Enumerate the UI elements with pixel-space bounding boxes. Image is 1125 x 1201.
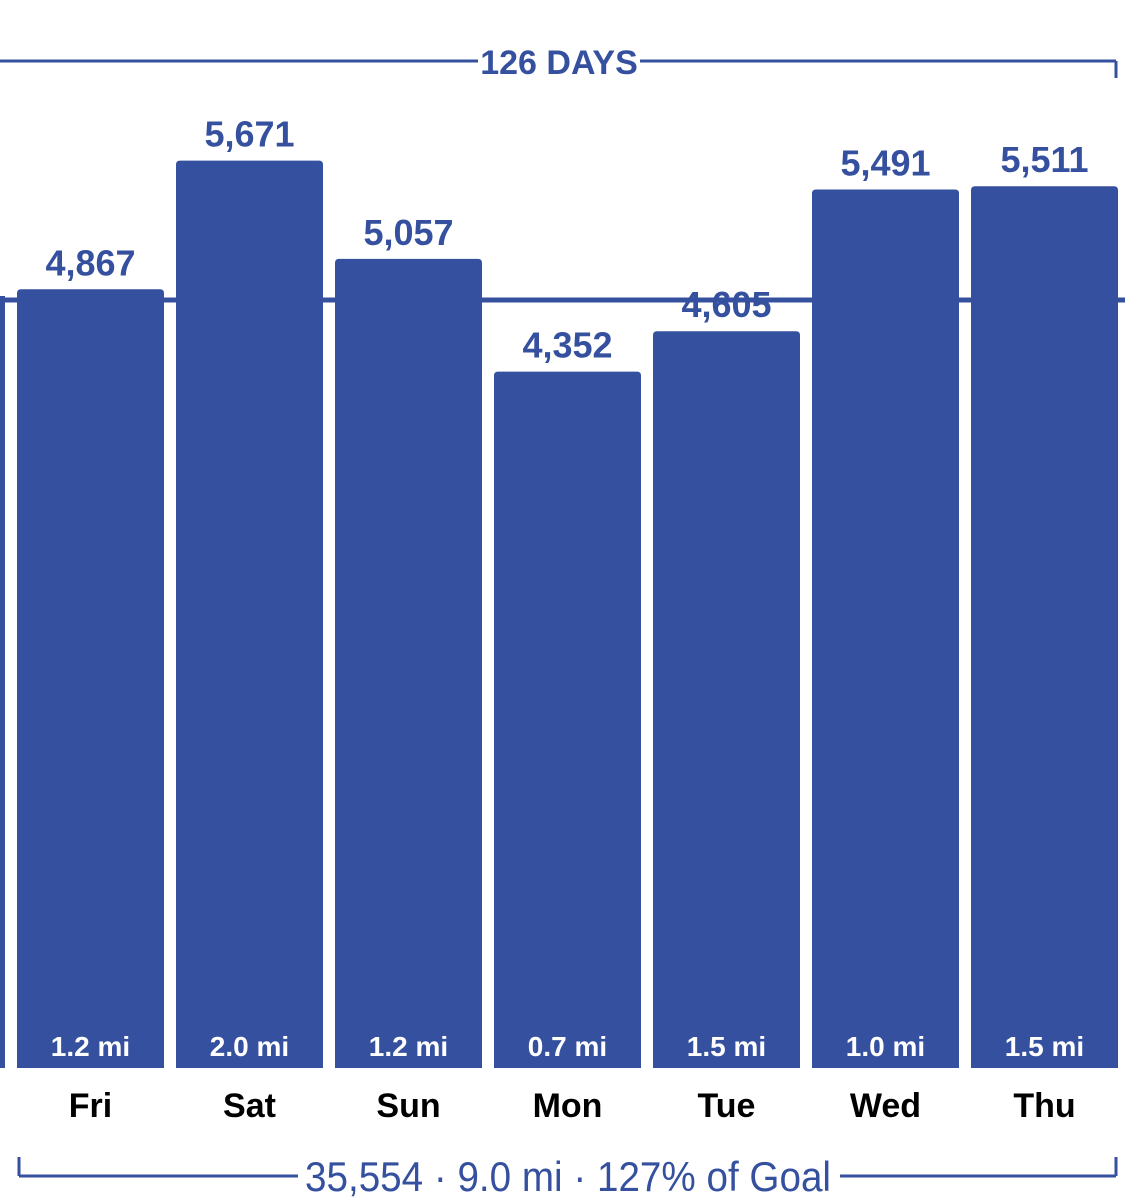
bar-sat (176, 160, 323, 1068)
bar-mon (494, 371, 641, 1068)
period-label: 126 DAYS (480, 44, 638, 82)
bar-thu (971, 186, 1118, 1069)
bars: 4,867 1.2 mi Fri 5,671 2.0 mi Sat 5,057 1.2 mi S… (17, 114, 1118, 1125)
day-label-sun: Sun (376, 1087, 440, 1125)
value-label-sun: 5,057 (363, 212, 453, 253)
period-bracket: 126 DAYS (0, 44, 1118, 82)
partial-bar (0, 296, 5, 1068)
bar-tue (653, 331, 800, 1068)
value-label-mon: 4,352 (522, 325, 612, 366)
value-label-fri: 4,867 (45, 242, 135, 283)
day-label-fri: Fri (69, 1087, 112, 1125)
distance-label-wed: 1.0 mi (846, 1031, 925, 1062)
distance-label-tue: 1.5 mi (687, 1031, 766, 1062)
distance-label-thu: 1.5 mi (1005, 1031, 1084, 1062)
day-label-tue: Tue (698, 1087, 756, 1125)
bar-fri (17, 289, 164, 1068)
summary-label: 35,554 · 9.0 mi · 127% of Goal (305, 1153, 831, 1200)
distance-label-mon: 0.7 mi (528, 1031, 607, 1062)
distance-label-sat: 2.0 mi (210, 1031, 289, 1062)
value-label-sat: 5,671 (204, 114, 294, 155)
bar-sun (335, 258, 482, 1068)
bar-wed (812, 189, 959, 1068)
summary-bracket: 35,554 · 9.0 mi · 127% of Goal (17, 1153, 1118, 1200)
distance-label-fri: 1.2 mi (51, 1031, 130, 1062)
day-label-mon: Mon (533, 1087, 603, 1125)
day-label-wed: Wed (850, 1087, 921, 1125)
distance-label-sun: 1.2 mi (369, 1031, 448, 1062)
day-label-thu: Thu (1013, 1087, 1075, 1125)
value-label-thu: 5,511 (1000, 139, 1088, 180)
value-label-wed: 5,491 (840, 142, 930, 183)
day-label-sat: Sat (223, 1087, 276, 1125)
value-label-tue: 4,605 (681, 284, 771, 325)
